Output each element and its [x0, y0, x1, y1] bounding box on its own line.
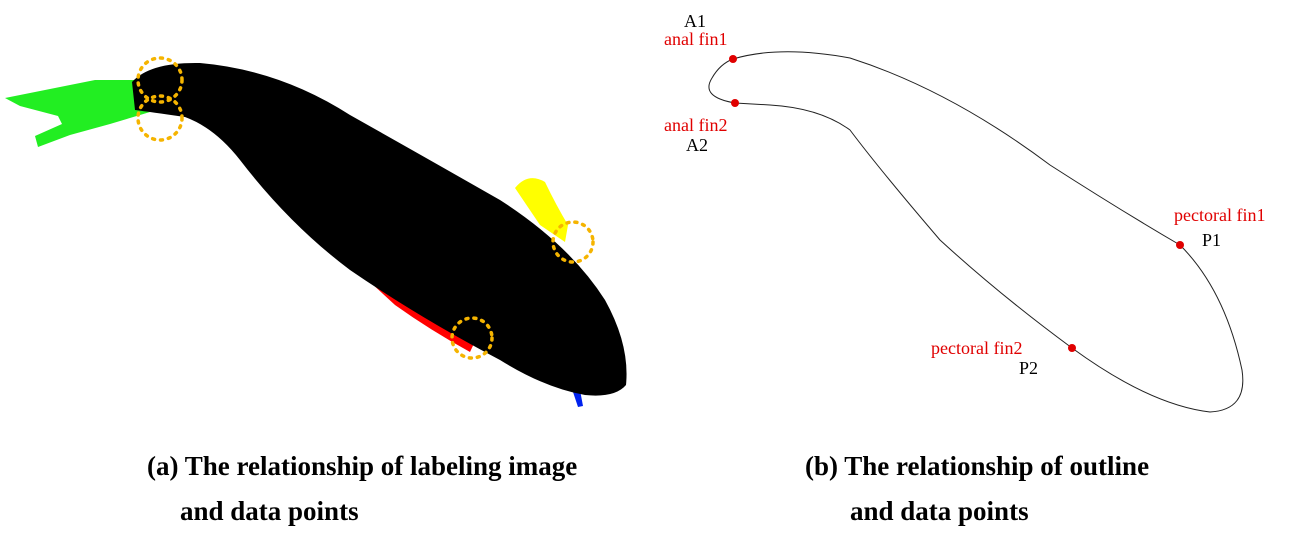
outline-image: A1 anal fin1 anal fin2 A2 pectoral fin1 … [664, 11, 1265, 412]
point-name: pectoral fin1 [1174, 205, 1265, 225]
point-id: A2 [686, 135, 708, 155]
point-id: P2 [1019, 358, 1038, 378]
caption: (a) The relationship of labeling image [147, 451, 577, 481]
point-id: P1 [1202, 230, 1221, 250]
figure: A1 anal fin1 anal fin2 A2 pectoral fin1 … [0, 0, 1300, 556]
point-name: anal fin1 [664, 29, 727, 49]
page: A1 anal fin1 anal fin2 A2 pectoral fin1 … [0, 0, 1300, 556]
point-name: pectoral fin2 [931, 338, 1022, 358]
caption: and data points [180, 496, 359, 526]
point-id: A1 [684, 11, 706, 31]
point [731, 99, 739, 107]
caption: (b) The relationship of outline [805, 451, 1149, 481]
point [729, 55, 737, 63]
point [1068, 344, 1076, 352]
point-name: anal fin2 [664, 115, 727, 135]
tail-fin [5, 80, 150, 147]
caption: and data points [850, 496, 1029, 526]
labeling-image [5, 58, 627, 407]
point [1176, 241, 1184, 249]
